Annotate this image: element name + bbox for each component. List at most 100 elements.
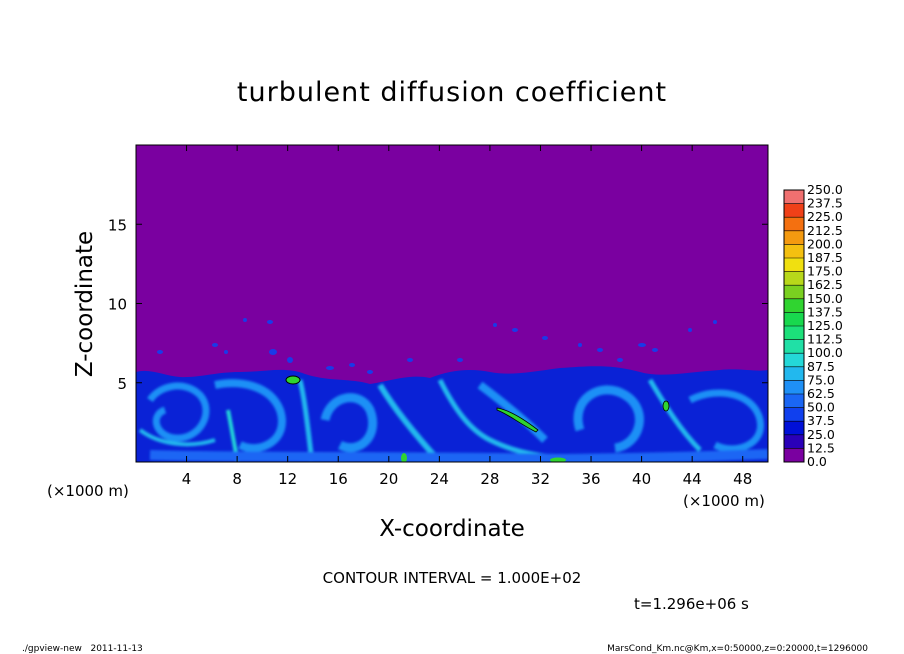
colorbar-swatch bbox=[784, 407, 804, 422]
colorbar-label: 112.5 bbox=[807, 332, 843, 347]
puff bbox=[267, 320, 273, 324]
puff bbox=[367, 370, 373, 374]
x-axis: 4 8 12 16 20 24 28 32 36 40 44 48 bbox=[182, 145, 752, 488]
colorbar-swatch bbox=[784, 285, 804, 299]
colorbar-swatch bbox=[784, 258, 804, 272]
x-axis-label: X-coordinate bbox=[379, 516, 525, 542]
colorbar-swatch bbox=[784, 366, 804, 381]
x-tick-label: 40 bbox=[632, 470, 651, 488]
contour-interval-text: CONTOUR INTERVAL = 1.000E+02 bbox=[323, 569, 582, 587]
colorbar-label: 37.5 bbox=[807, 413, 835, 428]
puff bbox=[493, 323, 497, 327]
x-tick-label: 20 bbox=[379, 470, 398, 488]
colorbar-swatch bbox=[784, 244, 804, 258]
x-tick-label: 32 bbox=[531, 470, 550, 488]
puff bbox=[713, 320, 717, 324]
colorbar-swatch bbox=[784, 380, 804, 394]
colorbar-swatch bbox=[784, 326, 804, 340]
colorbar-swatch bbox=[784, 230, 804, 245]
x-tick-label: 48 bbox=[733, 470, 752, 488]
x-unit-label-left: (×1000 m) bbox=[47, 482, 129, 500]
puff bbox=[512, 328, 518, 332]
puff bbox=[287, 357, 293, 363]
puff bbox=[157, 350, 163, 354]
y-tick-label: 5 bbox=[117, 375, 127, 393]
eddy-3 bbox=[214, 379, 286, 453]
x-tick-label: 12 bbox=[278, 470, 297, 488]
colorbar-label: 25.0 bbox=[807, 427, 835, 442]
colorbar-label: 187.5 bbox=[807, 250, 843, 265]
detached-puffs bbox=[157, 318, 717, 374]
colorbar-label: 62.5 bbox=[807, 386, 835, 401]
puff bbox=[212, 343, 218, 347]
plot-area bbox=[135, 144, 769, 463]
colorbar-swatch bbox=[784, 448, 804, 462]
puff bbox=[243, 318, 247, 322]
x-tick-label: 24 bbox=[430, 470, 449, 488]
colorbar-label: 137.5 bbox=[807, 304, 843, 319]
puff bbox=[597, 348, 603, 352]
eddy-10 bbox=[573, 385, 644, 453]
puff bbox=[349, 363, 355, 367]
puff bbox=[457, 358, 463, 362]
eddy-13 bbox=[149, 449, 768, 462]
puff bbox=[688, 328, 692, 332]
y-tick-label: 15 bbox=[108, 216, 127, 234]
patch-green-3 bbox=[662, 400, 670, 412]
turbulence-structures bbox=[138, 378, 768, 462]
puff bbox=[652, 348, 658, 352]
patch-green-5 bbox=[550, 457, 566, 462]
x-tick-label: 4 bbox=[182, 470, 192, 488]
colorbar-swatch bbox=[784, 353, 804, 367]
colorbar-swatch bbox=[784, 298, 804, 313]
colorbar-label: 237.5 bbox=[807, 196, 843, 211]
eddy-2 bbox=[138, 428, 216, 447]
puff bbox=[617, 358, 623, 362]
colorbar-label: 175.0 bbox=[807, 264, 843, 279]
x-tick-label: 16 bbox=[329, 470, 348, 488]
colorbar: 0.012.525.037.550.062.575.087.5100.0112.… bbox=[783, 182, 843, 469]
time-text: t=1.296e+06 s bbox=[634, 595, 749, 613]
colorbar-swatch bbox=[784, 421, 804, 435]
eddy-12 bbox=[688, 389, 764, 453]
x-tick-label: 8 bbox=[232, 470, 242, 488]
boundary-layer-field bbox=[136, 318, 768, 462]
colorbar-label: 0.0 bbox=[807, 454, 827, 469]
colorbar-swatch bbox=[784, 217, 804, 231]
colorbar-label: 200.0 bbox=[807, 236, 843, 251]
colorbar-label: 87.5 bbox=[807, 359, 835, 374]
colorbar-label: 162.5 bbox=[807, 277, 843, 292]
puff bbox=[407, 358, 413, 362]
colorbar-swatch bbox=[784, 203, 804, 218]
colorbar-label: 12.5 bbox=[807, 440, 835, 455]
patch-green-2 bbox=[496, 407, 539, 433]
puff bbox=[542, 336, 548, 340]
eddy-6 bbox=[320, 393, 378, 452]
footer-left: ./gpview-new 2011-11-13 bbox=[22, 644, 143, 654]
puff bbox=[326, 366, 334, 370]
chart-title: turbulent diffusion coefficient bbox=[237, 77, 667, 108]
colorbar-label: 125.0 bbox=[807, 318, 843, 333]
colorbar-swatch bbox=[784, 190, 804, 204]
patch-green-1 bbox=[285, 375, 301, 385]
x-tick-label: 36 bbox=[581, 470, 600, 488]
eddy-11 bbox=[647, 378, 702, 452]
colorbar-label: 225.0 bbox=[807, 209, 843, 224]
eddy-1 bbox=[147, 382, 210, 442]
x-tick-label: 44 bbox=[683, 470, 702, 488]
puff bbox=[224, 350, 228, 354]
colorbar-swatch bbox=[784, 434, 804, 449]
x-tick-label: 28 bbox=[480, 470, 499, 488]
colorbar-label: 150.0 bbox=[807, 291, 843, 306]
colorbar-swatch bbox=[784, 312, 804, 326]
puff bbox=[269, 349, 277, 355]
colorbar-swatch bbox=[784, 339, 804, 354]
colorbar-swatch bbox=[784, 271, 804, 286]
eddy-9 bbox=[477, 381, 548, 443]
puff bbox=[638, 343, 646, 347]
patch-green-4 bbox=[401, 453, 407, 462]
colorbar-label: 212.5 bbox=[807, 223, 843, 238]
colorbar-label: 250.0 bbox=[807, 182, 843, 197]
y-tick-label: 10 bbox=[108, 296, 127, 314]
